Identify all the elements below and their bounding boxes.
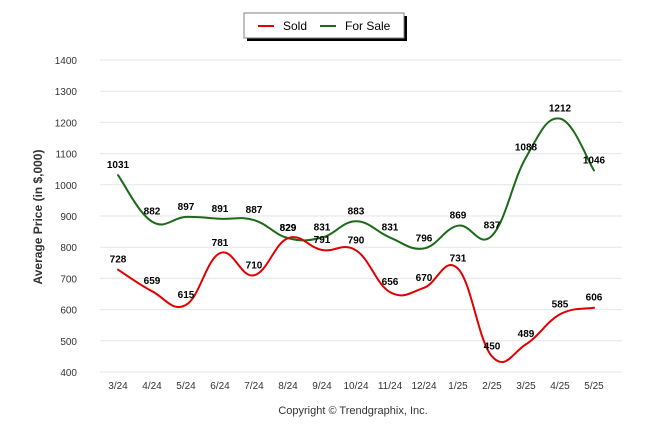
sold-data-label: 731 (450, 254, 467, 265)
sold-line (117, 236, 595, 364)
for-sale-data-label: 882 (144, 207, 161, 218)
sold-data-label: 790 (348, 235, 365, 246)
x-tick-label: 11/24 (378, 381, 403, 392)
x-tick-label: 5/25 (584, 381, 604, 392)
for-sale-data-label: 897 (178, 202, 195, 213)
sold-data-label: 585 (552, 299, 569, 310)
x-tick-label: 6/24 (210, 381, 230, 392)
for-sale-line (117, 117, 595, 250)
for-sale-data-label: 891 (212, 204, 229, 215)
for-sale-data-label: 887 (246, 205, 263, 216)
sold-data-label: 656 (382, 277, 399, 288)
y-tick-label: 1200 (55, 118, 78, 129)
x-tick-label: 3/24 (108, 381, 128, 392)
for-sale-data-label: 837 (484, 221, 501, 232)
for-sale-data-label: 1046 (583, 155, 606, 166)
for-sale-data-label: 869 (450, 211, 467, 222)
y-tick-label: 1100 (55, 150, 77, 161)
legend-sold-label: Sold (283, 19, 307, 33)
sold-data-label: 781 (212, 238, 229, 249)
sold-data-label: 829 (280, 223, 297, 234)
for-sale-data-label: 831 (314, 223, 331, 234)
for-sale-data-label: 831 (382, 223, 399, 234)
for-sale-data-label: 829 (280, 223, 297, 234)
x-tick-label: 4/24 (142, 381, 162, 392)
for-sale-data-label: 883 (348, 206, 365, 217)
sold-data-label: 450 (484, 341, 501, 352)
y-tick-label: 600 (60, 306, 77, 317)
y-tick-label: 1000 (55, 181, 78, 192)
x-tick-label: 3/25 (516, 381, 536, 392)
x-tick-label: 8/24 (278, 381, 298, 392)
sold-data-label: 791 (314, 235, 331, 246)
copyright-text: Copyright © Trendgraphix, Inc. (278, 405, 427, 417)
sold-data-label: 710 (246, 260, 263, 271)
y-tick-label: 900 (60, 212, 77, 223)
for-sale-data-label: 1031 (107, 160, 130, 171)
x-tick-label: 1/25 (448, 381, 468, 392)
x-tick-label: 9/24 (312, 381, 332, 392)
y-tick-label: 700 (60, 274, 77, 285)
legend: Sold For Sale (243, 12, 407, 41)
y-tick-label: 1300 (55, 87, 78, 98)
x-tick-label: 7/24 (244, 381, 264, 392)
sold-data-label: 606 (586, 293, 603, 304)
x-tick-label: 10/24 (343, 381, 368, 392)
y-tick-label: 1400 (55, 56, 78, 67)
sold-data-label: 489 (518, 329, 535, 340)
y-tick-label: 800 (60, 243, 77, 254)
for-sale-data-label: 1212 (549, 104, 572, 115)
sold-data-label: 615 (178, 290, 195, 301)
sold-data-label: 659 (144, 276, 161, 287)
sold-data-label: 670 (416, 273, 433, 284)
y-axis-label: Average Price (in $,000) (31, 150, 45, 285)
y-tick-label: 400 (60, 368, 77, 379)
y-tick-label: 500 (60, 337, 77, 348)
legend-for-sale-label: For Sale (345, 19, 391, 33)
x-tick-label: 5/24 (176, 381, 196, 392)
for-sale-data-label: 1088 (515, 142, 538, 153)
x-tick-label: 12/24 (411, 381, 436, 392)
for-sale-data-label: 796 (416, 233, 433, 244)
x-tick-label: 4/25 (550, 381, 570, 392)
sold-data-label: 728 (110, 255, 127, 266)
x-tick-label: 2/25 (482, 381, 502, 392)
